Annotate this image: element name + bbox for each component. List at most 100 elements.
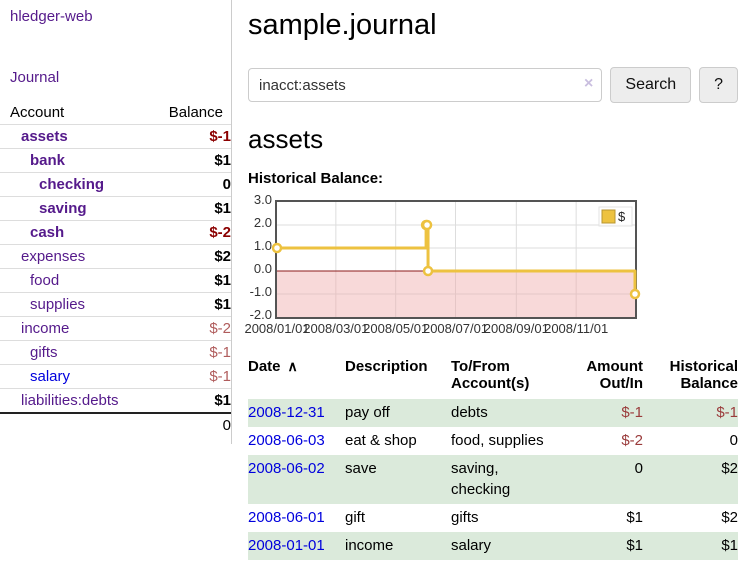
account-balance: $-2	[143, 220, 231, 245]
register-header-label: To/From Account(s)	[451, 358, 530, 392]
account-balance: $1	[143, 292, 231, 317]
x-axis-label: 2008/03/01	[303, 321, 369, 336]
transaction-accounts: debts	[451, 399, 555, 427]
help-button[interactable]: ?	[699, 67, 738, 103]
register-row: 2008-12-31 pay off debts $-1 $-1	[248, 399, 738, 427]
account-link-assets[interactable]: assets	[21, 128, 68, 145]
transaction-accounts: food, supplies	[451, 431, 544, 449]
transaction-amount: $-1	[555, 399, 643, 427]
sort-ascending-icon: ∧	[287, 358, 298, 374]
transaction-date-link[interactable]: 2008-12-31	[248, 404, 325, 421]
transaction-balance: $2	[721, 509, 738, 526]
register-header-amount-out-in: Amount Out/In	[555, 358, 643, 399]
account-balance: $-1	[143, 124, 231, 149]
account-row: checking 0	[0, 172, 231, 197]
transaction-amount: $1	[555, 531, 643, 560]
register-header-label: Historical Balance	[669, 358, 738, 392]
sidebar: hledger-web Journal Account Balance asse…	[0, 0, 232, 444]
register-row: 2008-06-03 eat & shop food, supplies $-2 0	[248, 427, 738, 455]
register-row: 2008-01-01 income salary $1 $1	[248, 531, 738, 560]
register-header-historical-balance: Historical Balance	[643, 358, 738, 399]
transaction-accounts: salary	[451, 531, 555, 560]
sidebar-nav: Journal	[10, 69, 231, 86]
app-brand-link[interactable]: hledger-web	[10, 8, 93, 25]
accounts-header-account: Account	[0, 101, 144, 125]
x-axis-label: 2008/09/01	[483, 321, 549, 336]
svg-text:$: $	[618, 209, 626, 224]
register-header-to-from-account-s-: To/From Account(s)	[451, 358, 555, 399]
account-balance: $-1	[143, 340, 231, 365]
account-balance: $1	[143, 388, 231, 414]
y-axis-label: 2.0	[253, 215, 272, 230]
transaction-balance: $1	[643, 531, 738, 560]
transaction-accounts: gifts	[451, 509, 479, 526]
y-axis-label: -2.0	[249, 307, 272, 322]
transaction-amount: $1	[626, 509, 643, 526]
x-axis-label: 2008/11/01	[544, 321, 609, 336]
account-row: cash $-2	[0, 220, 231, 245]
account-row: supplies $1	[0, 292, 231, 317]
account-balance: $1	[143, 196, 231, 221]
account-balance: $1	[143, 268, 231, 293]
account-link-expenses[interactable]: expenses	[21, 248, 86, 265]
register-header-row: Date ∧ Description To/From Account(s) Amount…	[248, 358, 738, 399]
search-button[interactable]: Search	[610, 67, 692, 103]
account-row: gifts $-1	[0, 340, 231, 365]
x-axis-label: 2008/05/01	[363, 321, 429, 336]
register-header-label: Amount Out/In	[586, 358, 643, 392]
account-link-supplies[interactable]: supplies	[30, 296, 86, 313]
transaction-accounts: saving, checking	[451, 454, 555, 504]
transaction-description: pay off	[345, 399, 451, 427]
transaction-amount: $-2	[621, 431, 643, 449]
account-link-cash[interactable]: cash	[30, 224, 65, 241]
account-row: assets $-1	[0, 124, 231, 149]
y-axis-label: 3.0	[253, 192, 272, 207]
account-link-income[interactable]: income	[21, 320, 70, 337]
transaction-description: gift	[345, 509, 366, 526]
historical-balance-chart: $ 3.0 2.0 1.0 0.0 -1.0 -2.0 2008/01/01 2008/03/…	[244, 192, 738, 338]
search-input[interactable]	[248, 68, 603, 102]
transaction-balance: 0	[729, 431, 738, 449]
transaction-date-link[interactable]: 2008-01-01	[248, 536, 325, 554]
account-balance: $-2	[143, 316, 231, 341]
account-row: bank $1	[0, 148, 231, 173]
account-balance: $2	[143, 244, 231, 269]
transaction-date-link[interactable]: 2008-06-01	[248, 509, 325, 526]
y-axis-label: -1.0	[249, 284, 272, 299]
accounts-header-row: Account Balance	[0, 101, 231, 125]
clear-search-icon[interactable]: ×	[584, 75, 594, 92]
chart-canvas: $	[271, 202, 641, 317]
search-bar: × Search ?	[248, 67, 738, 103]
transaction-description: eat & shop	[345, 431, 417, 449]
x-axis-label: 2008/01/01	[244, 321, 310, 336]
main-content: sample.journal × Search ? assets Histori…	[244, 0, 738, 560]
account-row: salary $-1	[0, 364, 231, 389]
accounts-total-value: 0	[143, 412, 231, 437]
account-link-salary[interactable]: salary	[30, 368, 71, 385]
x-axis-label: 2008/07/01	[422, 321, 489, 336]
account-balance: $1	[143, 148, 231, 173]
y-axis-label: 0.0	[253, 261, 272, 276]
register-header-date[interactable]: Date ∧	[248, 358, 345, 399]
account-link-liabilities-debts[interactable]: liabilities:debts	[21, 392, 119, 409]
register-table: Date ∧ Description To/From Account(s) Amount…	[248, 358, 738, 560]
account-row: food $1	[0, 268, 231, 293]
account-link-checking[interactable]: checking	[39, 176, 105, 193]
account-link-bank[interactable]: bank	[30, 152, 66, 169]
register-header-label: Description	[345, 358, 428, 375]
sidebar-item-journal[interactable]: Journal	[10, 69, 60, 86]
page-title: sample.journal	[248, 9, 437, 41]
account-title: assets	[248, 124, 324, 154]
transaction-description: income	[345, 531, 451, 560]
chart-plot-area: $	[271, 200, 641, 319]
transaction-balance: $-1	[643, 399, 738, 427]
transaction-date-link[interactable]: 2008-06-02	[248, 459, 325, 477]
account-link-food[interactable]: food	[30, 272, 60, 289]
transaction-date-link[interactable]: 2008-06-03	[248, 431, 325, 449]
accounts-total-row: 0	[0, 412, 231, 437]
account-link-gifts[interactable]: gifts	[30, 344, 58, 361]
y-axis-label: 1.0	[253, 238, 272, 253]
chart-title: Historical Balance:	[248, 170, 384, 187]
account-link-saving[interactable]: saving	[39, 200, 87, 217]
account-row: expenses $2	[0, 244, 231, 269]
